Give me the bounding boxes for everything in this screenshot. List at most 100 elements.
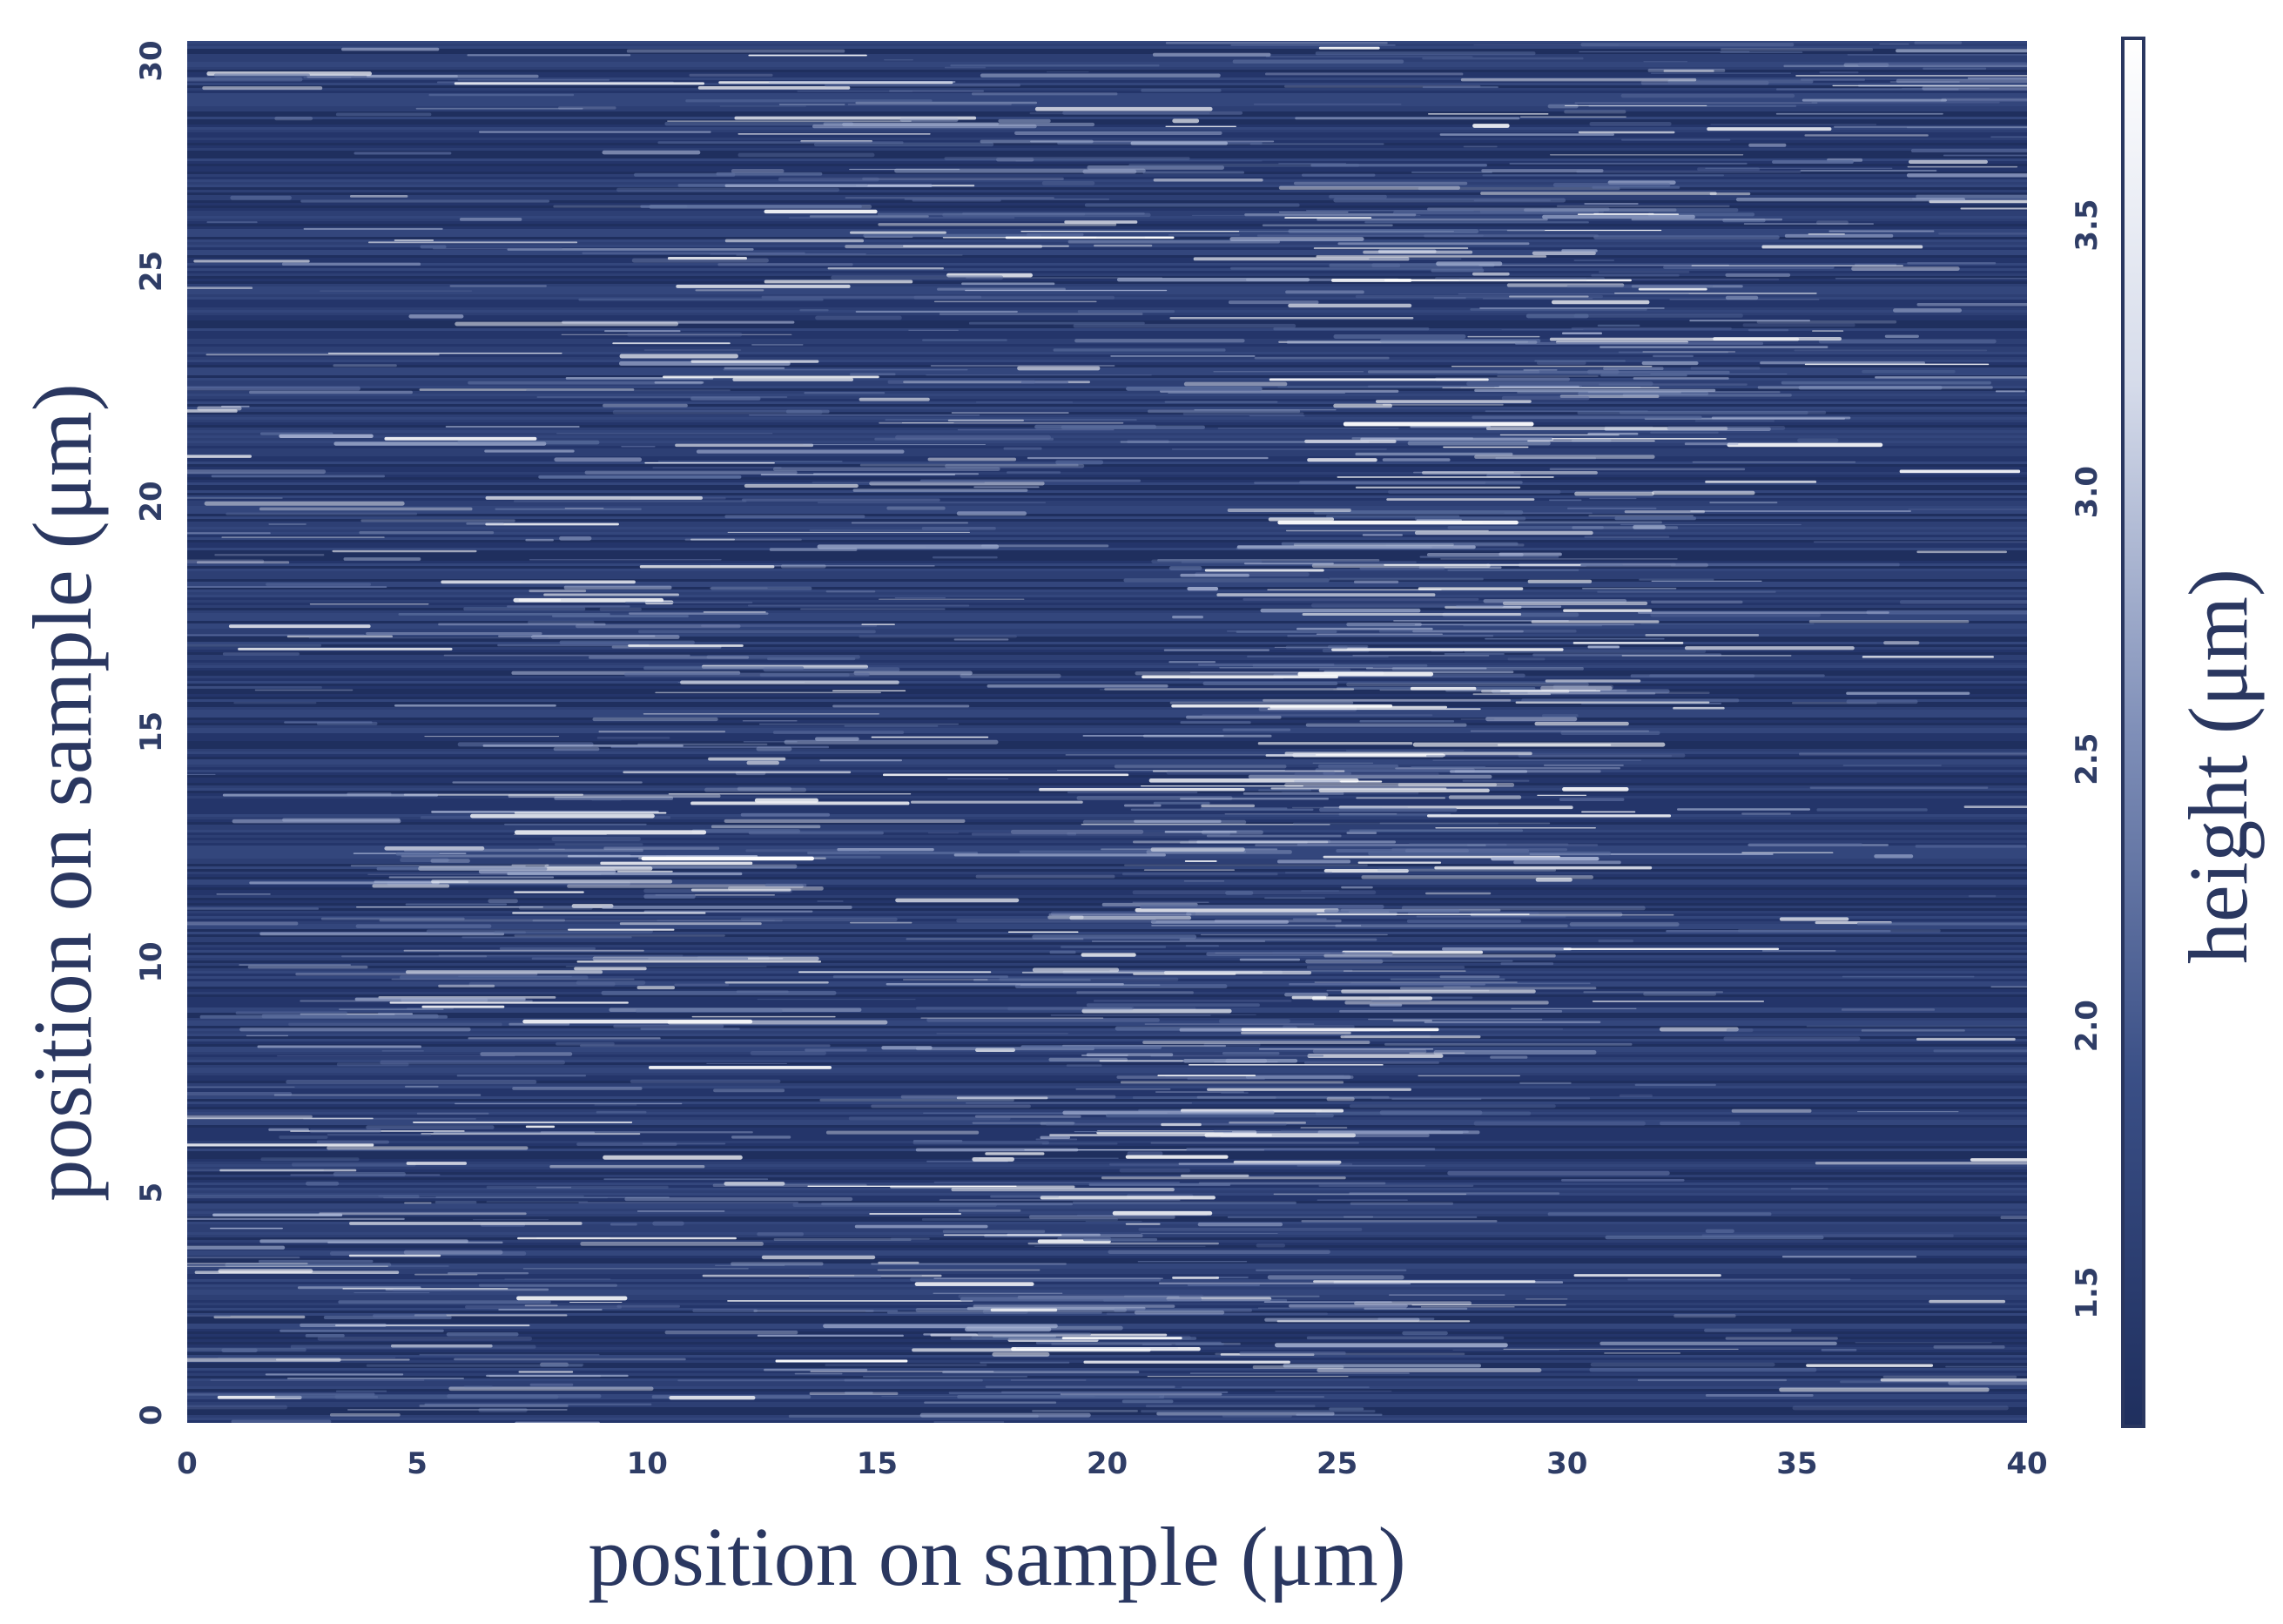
heatmap-streak — [354, 1292, 430, 1294]
heatmap-streak — [1049, 950, 1076, 954]
heatmap-streak — [1296, 627, 1433, 630]
heatmap-streak — [609, 1223, 637, 1226]
heatmap-streak — [542, 1363, 584, 1366]
heatmap-row — [187, 817, 2027, 819]
heatmap-streak — [623, 771, 852, 774]
heatmap-streak — [1691, 265, 1903, 267]
heatmap-streak — [1741, 812, 1791, 815]
heatmap-streak — [211, 475, 385, 478]
heatmap-streak — [1200, 933, 1388, 936]
heatmap-streak — [1589, 1367, 1817, 1372]
heatmap-streak — [1227, 508, 1351, 513]
heatmap-streak — [354, 152, 452, 155]
heatmap-row — [187, 1415, 2027, 1418]
heatmap-streak — [1247, 655, 1389, 658]
heatmap-streak — [797, 91, 913, 92]
heatmap-streak — [998, 118, 1051, 123]
heatmap-streak — [1781, 381, 1991, 385]
heatmap-streak — [943, 1234, 1062, 1237]
heatmap-row — [187, 370, 2027, 373]
heatmap-streak — [591, 799, 622, 801]
heatmap-row — [187, 921, 2027, 924]
heatmap-row — [187, 1070, 2027, 1073]
heatmap-streak — [308, 637, 549, 639]
heatmap-streak — [1123, 578, 1330, 583]
heatmap-streak — [1541, 714, 1579, 718]
heatmap-streak — [1474, 455, 1655, 459]
heatmap-row — [187, 407, 2027, 409]
heatmap-streak — [1011, 1347, 1201, 1351]
heatmap-streak — [1419, 556, 1559, 558]
heatmap-row — [187, 462, 2027, 464]
heatmap-streak — [1227, 1216, 1478, 1218]
heatmap-streak — [987, 684, 1168, 688]
heatmap-row — [187, 224, 2027, 226]
heatmap-streak — [1589, 497, 1637, 500]
heatmap-row — [187, 179, 2027, 182]
heatmap-row — [187, 605, 2027, 608]
heatmap-streak — [1020, 231, 1240, 232]
heatmap-streak — [1552, 684, 1614, 690]
heatmap-row — [187, 297, 2027, 300]
heatmap-row — [187, 307, 2027, 310]
heatmap-streak — [1479, 307, 1665, 309]
heatmap-row — [187, 550, 2027, 553]
heatmap-streak — [1099, 689, 1334, 691]
heatmap-streak — [1674, 1314, 1736, 1318]
heatmap-streak — [1388, 489, 1561, 494]
heatmap-streak — [1907, 262, 1997, 265]
heatmap-row — [187, 122, 2027, 125]
heatmap-streak — [927, 832, 960, 834]
heatmap-streak — [504, 1278, 611, 1280]
heatmap-streak — [690, 396, 761, 401]
heatmap-streak — [609, 1007, 862, 1013]
heatmap-row — [187, 1261, 2027, 1263]
heatmap-streak — [1472, 124, 1510, 128]
heatmap-streak — [197, 406, 242, 411]
heatmap-streak — [1694, 420, 1775, 422]
heatmap-streak — [1663, 70, 1714, 72]
heatmap-row — [187, 354, 2027, 357]
heatmap-streak — [944, 157, 1190, 160]
heatmap-row — [187, 1418, 2027, 1420]
heatmap-streak — [971, 92, 1118, 96]
heatmap-streak — [825, 590, 876, 593]
colorbar-tick-label: 2.5 — [2070, 733, 2105, 785]
heatmap-streak — [1329, 577, 1484, 581]
heatmap-streak — [854, 1275, 922, 1277]
heatmap-streak — [1411, 766, 1486, 768]
heatmap-streak — [1650, 72, 1792, 74]
heatmap-streak — [1434, 866, 1653, 870]
heatmap-streak — [1798, 752, 2027, 756]
heatmap-streak — [1552, 182, 1671, 187]
heatmap-row — [187, 655, 2027, 657]
heatmap-streak — [1357, 861, 1442, 864]
heatmap-streak — [1485, 637, 1665, 640]
heatmap-row — [187, 190, 2027, 192]
heatmap-streak — [1725, 295, 1759, 300]
heatmap-streak — [406, 1162, 468, 1165]
heatmap-streak — [1132, 1096, 1276, 1100]
heatmap-streak — [734, 116, 977, 120]
heatmap-streak — [942, 236, 1007, 239]
heatmap-streak — [1222, 728, 1291, 731]
heatmap-row — [187, 600, 2027, 603]
heatmap-row — [187, 626, 2027, 629]
heatmap-streak — [809, 1392, 899, 1396]
heatmap-streak — [210, 1379, 425, 1381]
heatmap-streak — [628, 644, 744, 647]
heatmap-streak — [1238, 231, 1454, 232]
heatmap-streak — [742, 719, 798, 722]
heatmap-streak — [1424, 234, 1599, 238]
heatmap-streak — [1567, 507, 1657, 509]
heatmap-streak — [1990, 136, 2027, 138]
heatmap-streak — [1197, 1222, 1283, 1227]
heatmap-row — [187, 490, 2027, 493]
heatmap-streak — [1809, 786, 1989, 789]
heatmap-streak — [975, 1048, 1015, 1053]
heatmap-streak — [1062, 1110, 1275, 1115]
heatmap-streak — [1916, 303, 2027, 307]
heatmap-streak — [1670, 563, 1900, 567]
heatmap-streak — [1643, 992, 1716, 996]
heatmap-row — [187, 809, 2027, 812]
